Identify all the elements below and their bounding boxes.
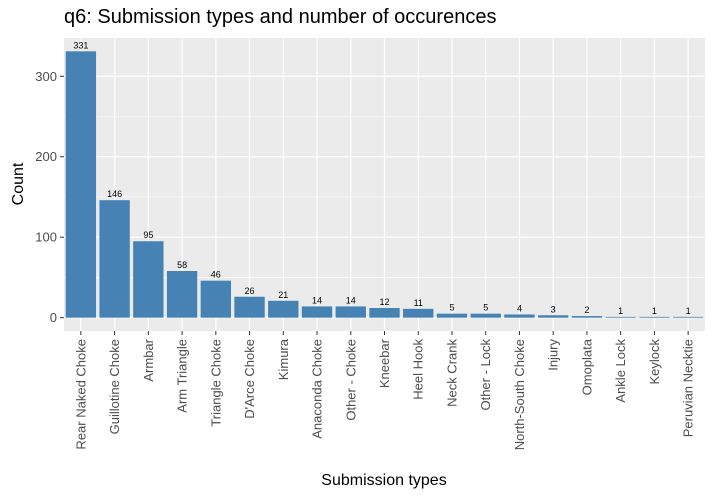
x-tick-label: Keylock — [647, 339, 662, 385]
bar — [200, 280, 231, 318]
x-tick-label: Other - Lock — [478, 339, 493, 411]
x-tick-label: Heel Hook — [411, 339, 426, 400]
y-tick-label: 200 — [35, 149, 57, 164]
data-label: 95 — [143, 230, 153, 240]
data-label: 146 — [107, 189, 122, 199]
x-tick-label: Neck Crank — [444, 339, 459, 407]
x-axis: Rear Naked Choke Guillotine Choke Armbar Ar… — [73, 331, 696, 450]
data-label: 26 — [245, 286, 255, 296]
y-tick-label: 0 — [50, 310, 57, 325]
bar — [538, 315, 569, 318]
bar — [369, 308, 400, 318]
x-tick-label: Rear Naked Choke — [73, 339, 88, 450]
data-label: 5 — [449, 303, 454, 313]
x-tick-label: Other - Choke — [343, 339, 358, 421]
data-label: 4 — [517, 303, 522, 313]
x-tick-label: Anaconda Choke — [310, 339, 325, 439]
data-label: 14 — [346, 295, 356, 305]
bar — [639, 316, 670, 318]
x-tick-label: Injury — [546, 339, 561, 371]
x-tick-label: Arm Triangle — [175, 339, 190, 413]
x-tick-label: Ankle Lock — [613, 339, 628, 403]
bar — [571, 316, 603, 318]
chart-title: q6: Submission types and number of occur… — [64, 6, 497, 28]
x-tick-label: Guillotine Choke — [107, 339, 122, 434]
bar — [403, 308, 434, 318]
data-label: 3 — [551, 304, 556, 314]
data-label: 1 — [652, 306, 657, 316]
bar — [436, 313, 468, 318]
data-label: 58 — [177, 260, 187, 270]
x-tick-label: Kimura — [276, 338, 291, 380]
x-tick-label: Triangle Choke — [208, 339, 223, 427]
bar — [470, 313, 501, 318]
x-tick-label: Peruvian Necktie — [681, 339, 696, 437]
y-tick-label: 100 — [35, 230, 57, 245]
data-label: 11 — [414, 298, 423, 308]
data-label: 46 — [211, 270, 221, 280]
bar — [166, 271, 198, 318]
x-axis-title: Submission types — [321, 472, 446, 489]
data-label: 1 — [618, 306, 623, 316]
bar — [504, 314, 535, 318]
bar — [133, 241, 164, 318]
bars — [65, 51, 704, 318]
y-tick-label: 300 — [35, 69, 57, 84]
data-label: 1 — [686, 306, 691, 316]
x-tick-label: Armbar — [141, 338, 156, 381]
bar — [335, 306, 366, 318]
bar — [605, 316, 636, 318]
y-axis: 0 100 200 300 — [35, 69, 64, 325]
data-label: 14 — [312, 295, 322, 305]
x-tick-label: North-South Choke — [512, 339, 527, 450]
bar — [301, 306, 333, 318]
x-tick-label: D'Arce Choke — [242, 339, 257, 419]
bar — [234, 296, 265, 318]
y-axis-title: Count — [10, 162, 27, 205]
x-tick-label: Kneebar — [377, 338, 392, 388]
bar — [268, 300, 299, 318]
data-label: 2 — [584, 305, 589, 315]
data-label: 5 — [483, 303, 488, 313]
x-tick-label: Omoplata — [579, 338, 594, 395]
bar — [99, 200, 130, 318]
bar — [672, 316, 704, 318]
data-label: 331 — [73, 40, 88, 50]
bar — [65, 51, 97, 318]
data-label: 12 — [379, 297, 389, 307]
data-label: 21 — [278, 290, 288, 300]
